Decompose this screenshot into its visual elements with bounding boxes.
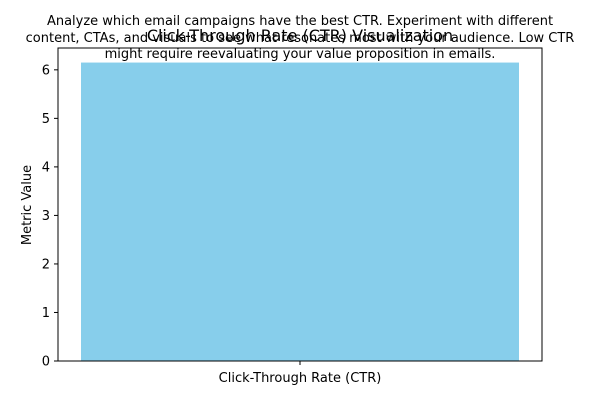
annotation-line-3: might require reevaluating your value pr…: [105, 47, 496, 62]
y-tick-label-4: 4: [42, 160, 50, 175]
annotation-line-2: content, CTAs, and visuals to see what r…: [26, 31, 575, 46]
y-tick-label-1: 1: [42, 306, 50, 321]
y-axis-label: Metric Value: [20, 165, 35, 245]
y-tick-label-3: 3: [42, 209, 50, 224]
y-tick-label-2: 2: [42, 257, 50, 272]
y-tick-label-6: 6: [42, 63, 50, 78]
chart-title: Click-Through Rate (CTR) Visualization: [147, 26, 453, 45]
plot-area: [81, 62, 519, 362]
x-axis: Click-Through Rate (CTR): [219, 361, 382, 386]
y-tick-label-5: 5: [42, 112, 50, 127]
bar-0: [81, 62, 519, 362]
x-tick-label-0: Click-Through Rate (CTR): [219, 371, 382, 386]
y-axis: 0 1 2 3 4 5 6: [42, 63, 58, 370]
annotation-line-1: Analyze which email campaigns have the b…: [47, 14, 553, 29]
y-tick-label-0: 0: [42, 355, 50, 370]
